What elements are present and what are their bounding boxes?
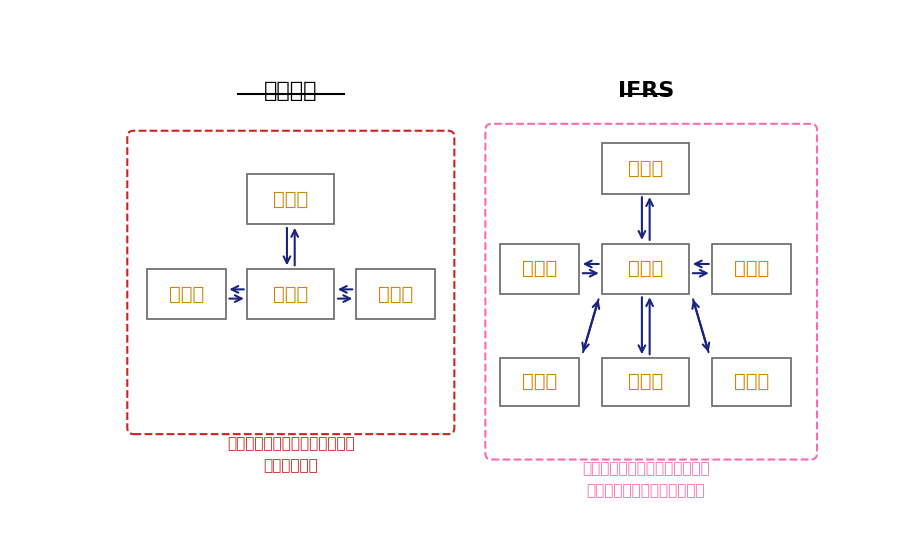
FancyBboxPatch shape [247, 174, 334, 224]
FancyBboxPatch shape [500, 358, 579, 405]
FancyBboxPatch shape [127, 131, 455, 434]
FancyBboxPatch shape [486, 124, 817, 460]
FancyBboxPatch shape [603, 243, 689, 294]
FancyBboxPatch shape [712, 243, 792, 294]
FancyBboxPatch shape [247, 269, 334, 319]
Text: 子会社: 子会社 [522, 259, 557, 278]
Text: 連結グループ外部との間に発生
する重要な取引や事象も対象: 連結グループ外部との間に発生 する重要な取引や事象も対象 [582, 461, 709, 499]
FancyBboxPatch shape [500, 243, 579, 294]
Text: 子会社: 子会社 [734, 259, 770, 278]
FancyBboxPatch shape [603, 144, 689, 193]
FancyBboxPatch shape [147, 269, 226, 319]
Text: 親会社: 親会社 [628, 159, 664, 178]
FancyBboxPatch shape [712, 358, 792, 405]
Text: 日本基準: 日本基準 [264, 81, 318, 101]
FancyBboxPatch shape [603, 358, 689, 405]
Text: 子会社: 子会社 [273, 285, 309, 304]
Text: IFRS: IFRS [618, 81, 674, 101]
Text: 取引先: 取引先 [734, 372, 770, 391]
Text: 子会社: 子会社 [628, 259, 664, 278]
Text: 調整対象はあくまで連結会社間
の取引に限定: 調整対象はあくまで連結会社間 の取引に限定 [227, 436, 354, 473]
Text: 子会社: 子会社 [169, 285, 204, 304]
FancyBboxPatch shape [356, 269, 435, 319]
Text: 取引先: 取引先 [628, 372, 664, 391]
Text: 親会社: 親会社 [273, 190, 309, 209]
Text: 取引先: 取引先 [522, 372, 557, 391]
Text: 子会社: 子会社 [378, 285, 413, 304]
